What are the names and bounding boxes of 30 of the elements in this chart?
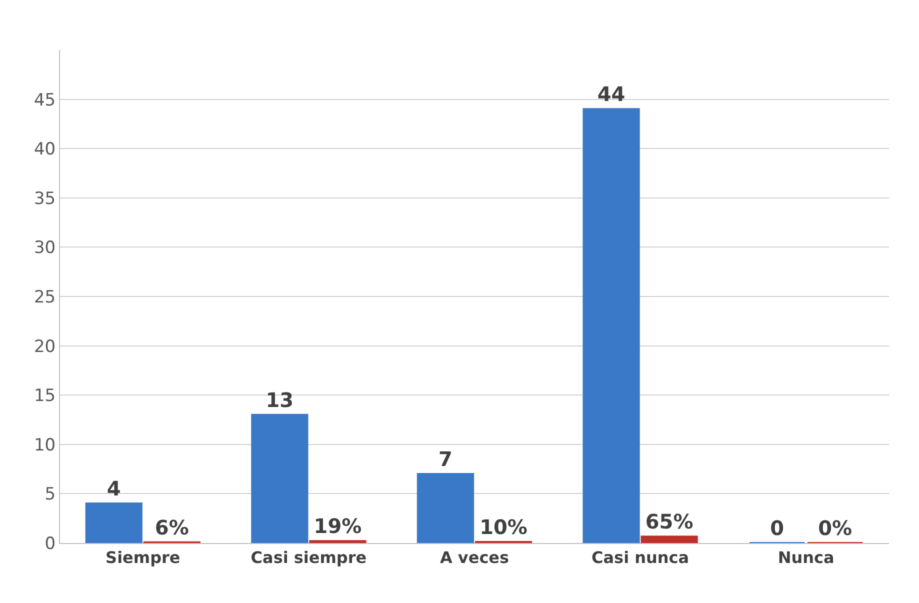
y-tick-label: 20 <box>34 336 56 357</box>
bar <box>640 536 698 543</box>
y-tick-label: 5 <box>44 484 56 505</box>
x-tick-label: Casi nunca <box>592 548 690 568</box>
y-tick-label: 30 <box>34 238 56 258</box>
y-tick-label: 45 <box>34 90 56 110</box>
bar <box>416 472 474 543</box>
y-tick-label: 10 <box>34 435 56 456</box>
bar <box>251 414 308 543</box>
data-label: 19% <box>314 514 362 538</box>
bar <box>582 108 640 543</box>
data-label: 0 <box>770 516 784 540</box>
data-label: 7 <box>438 446 452 471</box>
x-tick-label: Casi siempre <box>250 548 367 568</box>
data-label: 65% <box>645 510 694 534</box>
x-tick-label: A veces <box>440 548 510 568</box>
bar <box>85 502 142 543</box>
y-tick-label: 40 <box>34 140 56 160</box>
data-label: 44 <box>597 82 626 106</box>
x-tick-label: Nunca <box>778 548 834 568</box>
y-tick-label: 35 <box>34 188 56 209</box>
data-label: 10% <box>480 515 528 540</box>
x-tick-label: Siempre <box>106 548 180 568</box>
data-label: 13 <box>266 388 294 412</box>
y-tick-label: 15 <box>34 386 56 406</box>
data-label: 4 <box>106 476 121 501</box>
y-tick-label: 25 <box>34 287 56 308</box>
y-tick-label: 0 <box>44 534 56 554</box>
data-label: 6% <box>154 515 189 540</box>
data-label: 0% <box>818 516 852 540</box>
